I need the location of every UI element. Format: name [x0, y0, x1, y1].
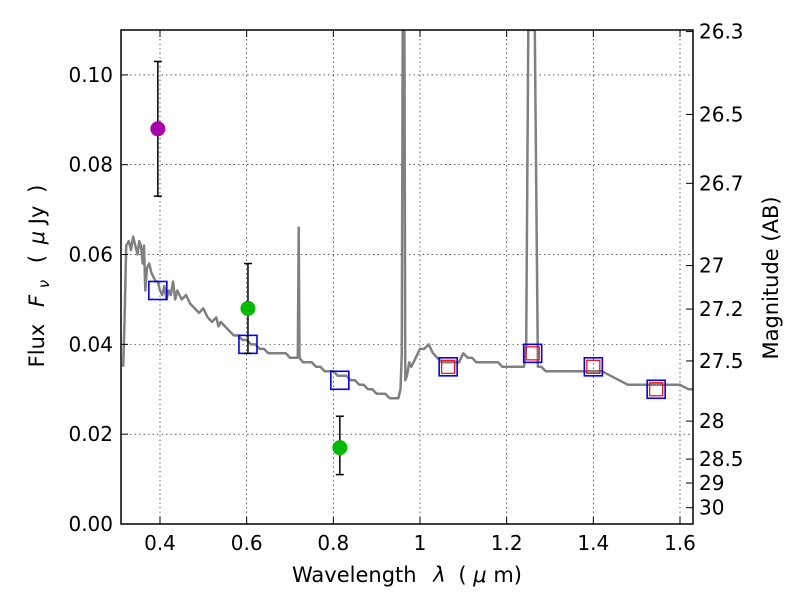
observed-square	[441, 359, 456, 374]
y-tick-label: 0.06	[68, 243, 113, 267]
y-axis-unit-rest: Jy	[25, 206, 49, 227]
observed-square	[525, 346, 540, 361]
x-tick-label: 1.2	[491, 531, 523, 555]
x-axis-unit-open: (	[458, 563, 466, 587]
mag-tick-label: 26.5	[699, 102, 744, 126]
x-tick-label: 1.4	[577, 531, 609, 555]
x-tick-label: 0.4	[144, 531, 176, 555]
model-band-square	[438, 357, 458, 377]
observed-square	[586, 359, 601, 374]
y-tick-label: 0.00	[68, 512, 113, 536]
y-tick-label: 0.02	[68, 422, 113, 446]
mag-tick-label: 27.5	[699, 349, 744, 373]
y-axis-unit-close: )	[25, 185, 49, 193]
mag-tick-label: 27.2	[699, 297, 744, 321]
axis-layer: 0.4 0.6 0.8 1 1.2 1.4 1.6 0.00 0.02 0.04 0.06 0.08 0…	[68, 20, 743, 555]
model-band-square	[583, 357, 604, 377]
y-axis-title: Flux F ν ( μ Jy )	[25, 185, 54, 368]
series-clip-group	[121, 30, 693, 476]
model-band-square	[646, 379, 666, 400]
x-axis-unit-rest: m)	[493, 563, 522, 587]
model-band-square	[330, 370, 350, 391]
x-axis-label: Wavelength	[292, 563, 417, 587]
y-axis-label: Flux	[25, 324, 49, 368]
observed-square	[649, 382, 664, 397]
y-axis-symbol: F	[25, 294, 49, 307]
mag-tick-label: 29	[699, 471, 724, 495]
observed-flux-point	[332, 440, 348, 456]
x-tick-label: 1	[414, 531, 427, 555]
grid-layer	[121, 30, 693, 525]
y-tick-label: 0.10	[68, 63, 113, 87]
right-axis-title: Magnitude (AB)	[759, 196, 783, 359]
y-axis-subscript: ν	[35, 280, 53, 288]
model-band-square	[522, 343, 543, 364]
x-axis-unit-mu: μ	[472, 563, 486, 587]
mag-tick-label: 27	[699, 254, 724, 278]
x-axis-title: Wavelength λ ( μ m)	[292, 563, 522, 587]
x-axis-symbol: λ	[432, 563, 445, 587]
x-tick-label: 1.6	[664, 531, 696, 555]
y-tick-label: 0.04	[68, 332, 113, 356]
mag-tick-label: 30	[699, 496, 724, 520]
plot-frame	[120, 29, 694, 525]
model-band-square	[148, 280, 168, 301]
series-layer	[121, 30, 693, 476]
y-tick-label: 0.08	[68, 153, 113, 177]
x-tick-label: 0.6	[231, 531, 263, 555]
observed-flux-point	[240, 300, 256, 316]
mag-tick-label: 26.7	[699, 171, 744, 195]
mag-tick-label: 26.3	[699, 20, 744, 44]
x-tick-label: 0.8	[317, 531, 349, 555]
observed-flux-point	[150, 121, 166, 137]
mag-tick-label: 28.5	[699, 447, 744, 471]
mag-tick-label: 28	[699, 409, 724, 433]
y-axis-unit-mu: μ	[25, 231, 49, 245]
y-axis-unit-open: (	[25, 255, 49, 263]
model-spectrum-line	[121, 30, 693, 400]
